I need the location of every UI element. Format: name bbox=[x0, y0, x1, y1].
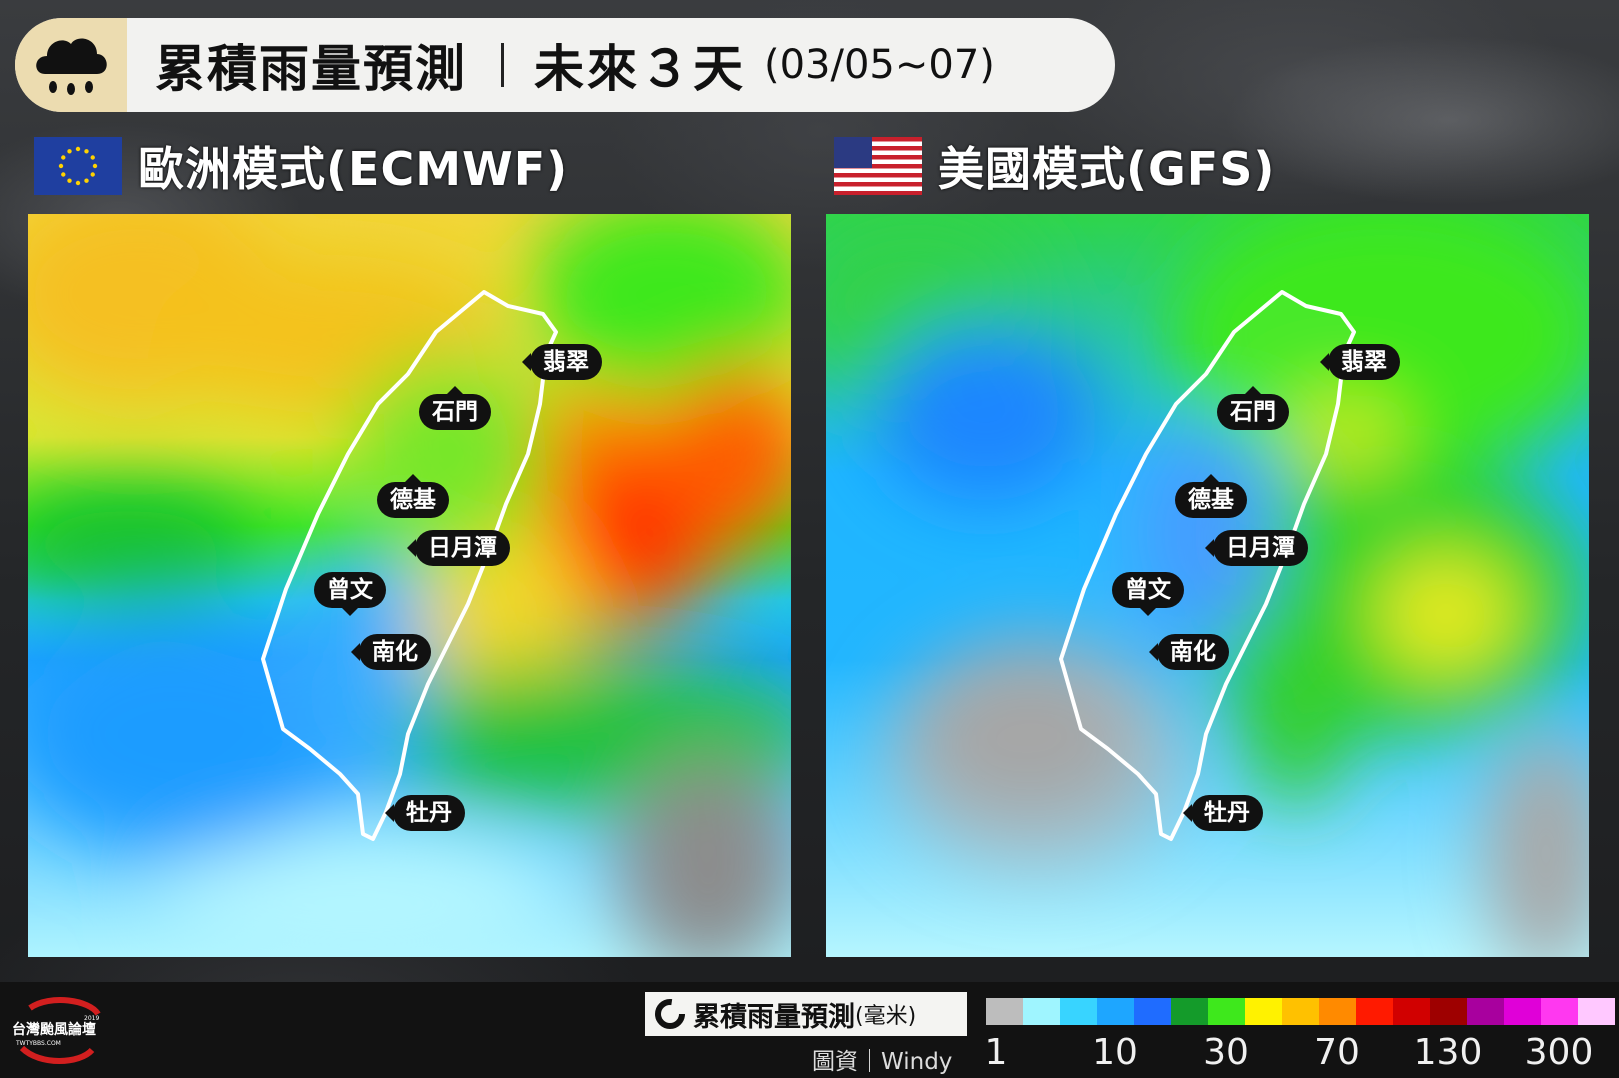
legend-title: 累積雨量預測 (毫米) bbox=[645, 992, 967, 1036]
marker-sunmoonlake: 日月潭 bbox=[407, 530, 510, 566]
ecmwf-rainfall-map: 翡翠 石門 德基 日月潭 曾文 南化 牡丹 bbox=[28, 214, 791, 957]
scale-tick-label: 30 bbox=[1203, 1032, 1249, 1073]
legend-footer: 台灣颱風論壇 TWTYBBS.COM 2019 累積雨量預測 (毫米) 圖資｜W… bbox=[0, 982, 1619, 1078]
scale-swatch bbox=[1356, 998, 1393, 1025]
scale-swatch bbox=[1467, 998, 1504, 1025]
marker-deji: 德基 bbox=[377, 474, 449, 518]
marker-feicui: 翡翠 bbox=[522, 344, 602, 380]
svg-text:台灣颱風論壇: 台灣颱風論壇 bbox=[12, 1021, 96, 1038]
title-separator bbox=[501, 43, 504, 87]
scale-swatch bbox=[1097, 998, 1134, 1025]
rain-cloud-icon bbox=[15, 18, 127, 112]
svg-text:2019: 2019 bbox=[84, 1015, 99, 1022]
scale-swatch bbox=[1393, 998, 1430, 1025]
scale-swatch bbox=[1171, 998, 1208, 1025]
marker-zengwen: 曾文 bbox=[314, 572, 386, 616]
rainfall-scale-ticks: 1 10 30 70 130 300 bbox=[984, 1032, 1598, 1076]
scale-swatch bbox=[1282, 998, 1319, 1025]
scale-swatch bbox=[1430, 998, 1467, 1025]
ecmwf-model-name: 歐洲模式(ECMWF) bbox=[138, 142, 569, 196]
scale-swatch bbox=[986, 998, 1023, 1025]
marker-feicui: 翡翠 bbox=[1320, 344, 1400, 380]
scale-tick-label: 10 bbox=[1092, 1032, 1138, 1073]
scale-tick-label: 130 bbox=[1413, 1032, 1483, 1073]
windy-logo-icon bbox=[655, 999, 685, 1029]
forecast-dates: (03/05~07) bbox=[764, 42, 995, 88]
rainfall-color-scale bbox=[986, 998, 1615, 1025]
taiwan-outline bbox=[1059, 290, 1356, 841]
marker-nanhua: 南化 bbox=[1149, 634, 1229, 670]
scale-tick-label: 1 bbox=[984, 1032, 1008, 1073]
scale-swatch bbox=[1208, 998, 1245, 1025]
scale-swatch bbox=[1023, 998, 1060, 1025]
scale-swatch bbox=[1578, 998, 1615, 1025]
scale-tick-label: 70 bbox=[1314, 1032, 1360, 1073]
marker-zengwen: 曾文 bbox=[1112, 572, 1184, 616]
gfs-label: 美國模式(GFS) bbox=[834, 137, 1275, 196]
map-source: 圖資｜Windy bbox=[812, 1049, 953, 1075]
scale-swatch bbox=[1245, 998, 1282, 1025]
forecast-period: 未來３天 bbox=[534, 40, 746, 98]
scale-swatch bbox=[1319, 998, 1356, 1025]
marker-sunmoonlake: 日月潭 bbox=[1205, 530, 1308, 566]
ecmwf-label: 歐洲模式(ECMWF) bbox=[34, 137, 568, 196]
gfs-model-name: 美國模式(GFS) bbox=[938, 142, 1276, 196]
us-flag-icon bbox=[834, 137, 922, 195]
gfs-rainfall-map: 翡翠 石門 德基 日月潭 曾文 南化 牡丹 bbox=[826, 214, 1589, 957]
twtybbs-logo: 台灣颱風論壇 TWTYBBS.COM 2019 bbox=[12, 997, 101, 1064]
scale-swatch bbox=[1060, 998, 1097, 1025]
scale-tick-label: 300 bbox=[1524, 1032, 1594, 1073]
marker-shimen: 石門 bbox=[1217, 386, 1289, 430]
marker-deji: 德基 bbox=[1175, 474, 1247, 518]
page-title: 累積雨量預測 bbox=[155, 40, 467, 98]
title-banner: 累積雨量預測 未來３天 (03/05~07) bbox=[15, 18, 1115, 112]
scale-swatch bbox=[1504, 998, 1541, 1025]
scale-swatch bbox=[1541, 998, 1578, 1025]
eu-flag-icon bbox=[34, 137, 122, 195]
svg-text:TWTYBBS.COM: TWTYBBS.COM bbox=[15, 1040, 61, 1047]
marker-mudan: 牡丹 bbox=[385, 795, 465, 831]
marker-mudan: 牡丹 bbox=[1183, 795, 1263, 831]
marker-shimen: 石門 bbox=[419, 386, 491, 430]
taiwan-outline bbox=[261, 290, 558, 841]
marker-nanhua: 南化 bbox=[351, 634, 431, 670]
scale-swatch bbox=[1134, 998, 1171, 1025]
